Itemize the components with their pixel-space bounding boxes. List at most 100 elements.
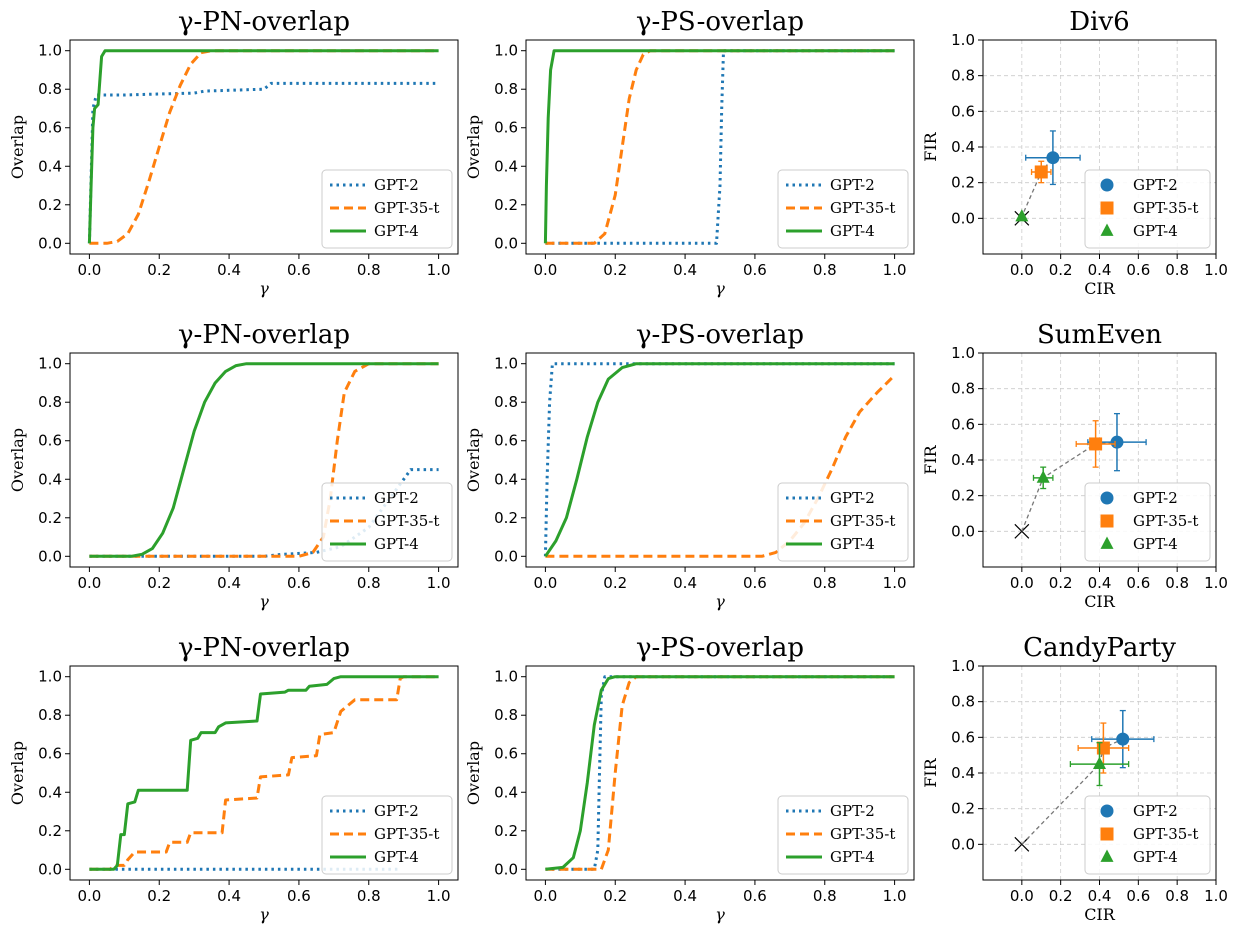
legend-label: GPT-35-t (374, 199, 439, 217)
legend-marker (1100, 491, 1114, 505)
x-tick-label: 0.0 (533, 887, 557, 905)
point-gpt-4 (1015, 209, 1029, 222)
legend-marker (1100, 804, 1114, 818)
x-tick-label: 0.4 (673, 574, 697, 592)
y-tick-label: 0.8 (38, 706, 62, 724)
legend-label: GPT-2 (1133, 176, 1178, 194)
legend-label: GPT-35-t (830, 825, 895, 843)
series-line-gpt-4 (89, 675, 439, 871)
chart-1: 0.0 0.2 0.4 0.6 0.8 1.0 0.0 0.2 0.4 0.6 0.8 1.0 γ-PN… (8, 7, 459, 298)
plot-area (1014, 709, 1155, 852)
series-line-gpt-2 (545, 675, 895, 871)
x-axis-label: γ (715, 279, 725, 298)
y-tick-label: 0.8 (494, 393, 518, 411)
chart-5: 0.0 0.2 0.4 0.6 0.8 1.0 0.0 0.2 0.4 0.6 0.8 1.0 γ-PS… (464, 320, 915, 611)
plot-area (89, 675, 439, 871)
x-tick-label: 0.4 (1088, 887, 1112, 905)
x-tick-label: 0.2 (603, 261, 627, 279)
y-tick-label: 0.8 (494, 706, 518, 724)
connector-line (1021, 738, 1124, 845)
legend: GPT-2 GPT-35-t GPT-4 (777, 482, 909, 562)
legend-box (321, 482, 453, 562)
legend: GPT-2 GPT-35-t GPT-4 (1084, 482, 1211, 562)
y-tick-label: 1.0 (38, 355, 62, 373)
y-tick-label: 0.2 (494, 196, 518, 214)
y-tick-label: 0.2 (494, 509, 518, 527)
chart-title: γ-PS-overlap (636, 7, 804, 37)
x-tick-label: 1.0 (883, 887, 907, 905)
x-tick-label: 0.0 (1010, 261, 1034, 279)
x-tick-label: 0.0 (533, 261, 557, 279)
y-tick-label: 0.0 (951, 522, 975, 540)
x-tick-label: 0.2 (1049, 887, 1073, 905)
reference-x-marker (1014, 836, 1030, 852)
legend-label: GPT-2 (830, 489, 875, 507)
x-tick-label: 1.0 (883, 574, 907, 592)
y-tick-label: 0.4 (494, 470, 518, 488)
y-tick-label: 0.6 (951, 728, 975, 746)
y-tick-label: 0.2 (38, 196, 62, 214)
x-tick-label: 0.0 (77, 887, 101, 905)
x-axis-label: γ (259, 905, 269, 924)
legend-box (1084, 795, 1211, 875)
y-tick-label: 0.0 (951, 209, 975, 227)
y-tick-label: 0.8 (38, 393, 62, 411)
x-tick-label: 0.6 (1126, 261, 1150, 279)
y-tick-label: 0.6 (38, 745, 62, 763)
point-gpt-35-t (1034, 165, 1048, 179)
y-tick-label: 0.4 (951, 764, 975, 782)
chart-title: γ-PN-overlap (178, 7, 350, 37)
x-tick-label: 0.8 (1165, 574, 1189, 592)
y-axis-label: Overlap (464, 428, 483, 492)
chart-9: 0.0 0.2 0.4 0.6 0.8 1.0 0.0 0.2 0.4 0.6 0.8 1.0 Cand… (921, 633, 1228, 924)
y-tick-label: 0.4 (951, 138, 975, 156)
x-tick-label: 0.4 (673, 261, 697, 279)
y-tick-label: 1.0 (494, 355, 518, 373)
x-tick-label: 1.0 (883, 261, 907, 279)
legend: GPT-2 GPT-35-t GPT-4 (321, 169, 453, 249)
series-line-gpt-35-t (89, 49, 439, 245)
legend-box (321, 795, 453, 875)
y-tick-label: 0.8 (494, 80, 518, 98)
plot-area (543, 49, 895, 245)
y-axis-label: Overlap (8, 741, 27, 805)
legend-label: GPT-2 (374, 802, 419, 820)
point-gpt-4 (1093, 756, 1106, 769)
x-axis-label: γ (259, 279, 269, 298)
y-tick-label: 0.0 (38, 234, 62, 252)
x-tick-label: 0.6 (1126, 574, 1150, 592)
y-tick-label: 0.2 (951, 800, 975, 818)
x-axis-label: γ (715, 905, 725, 924)
y-tick-label: 0.2 (951, 174, 975, 192)
x-tick-label: 0.0 (1010, 574, 1034, 592)
y-tick-label: 0.0 (494, 234, 518, 252)
chart-title: CandyParty (1023, 633, 1176, 663)
chart-title: γ-PS-overlap (636, 320, 804, 350)
series-line-gpt-35-t (545, 49, 895, 245)
x-tick-label: 0.6 (287, 261, 311, 279)
x-tick-label: 0.0 (77, 261, 101, 279)
legend-label: GPT-4 (1133, 848, 1178, 866)
chart-4: 0.0 0.2 0.4 0.6 0.8 1.0 0.0 0.2 0.4 0.6 0.8 1.0 γ-PN… (8, 320, 459, 611)
x-tick-label: 0.4 (1088, 261, 1112, 279)
x-tick-label: 0.4 (1088, 574, 1112, 592)
plot-area (1014, 130, 1081, 226)
x-tick-label: 1.0 (1204, 261, 1228, 279)
plot-area (1014, 412, 1147, 539)
y-tick-label: 0.6 (494, 745, 518, 763)
x-tick-label: 0.2 (1049, 261, 1073, 279)
legend-box (777, 795, 909, 875)
y-tick-label: 0.4 (951, 451, 975, 469)
legend-marker (1100, 514, 1114, 528)
legend-label: GPT-2 (374, 489, 419, 507)
legend-label: GPT-35-t (374, 512, 439, 530)
legend-label: GPT-35-t (1133, 512, 1198, 530)
x-tick-label: 0.0 (1010, 887, 1034, 905)
x-tick-label: 0.6 (287, 574, 311, 592)
x-tick-label: 0.8 (813, 261, 837, 279)
legend-box (777, 482, 909, 562)
y-axis-label: Overlap (8, 428, 27, 492)
legend-label: GPT-35-t (830, 512, 895, 530)
